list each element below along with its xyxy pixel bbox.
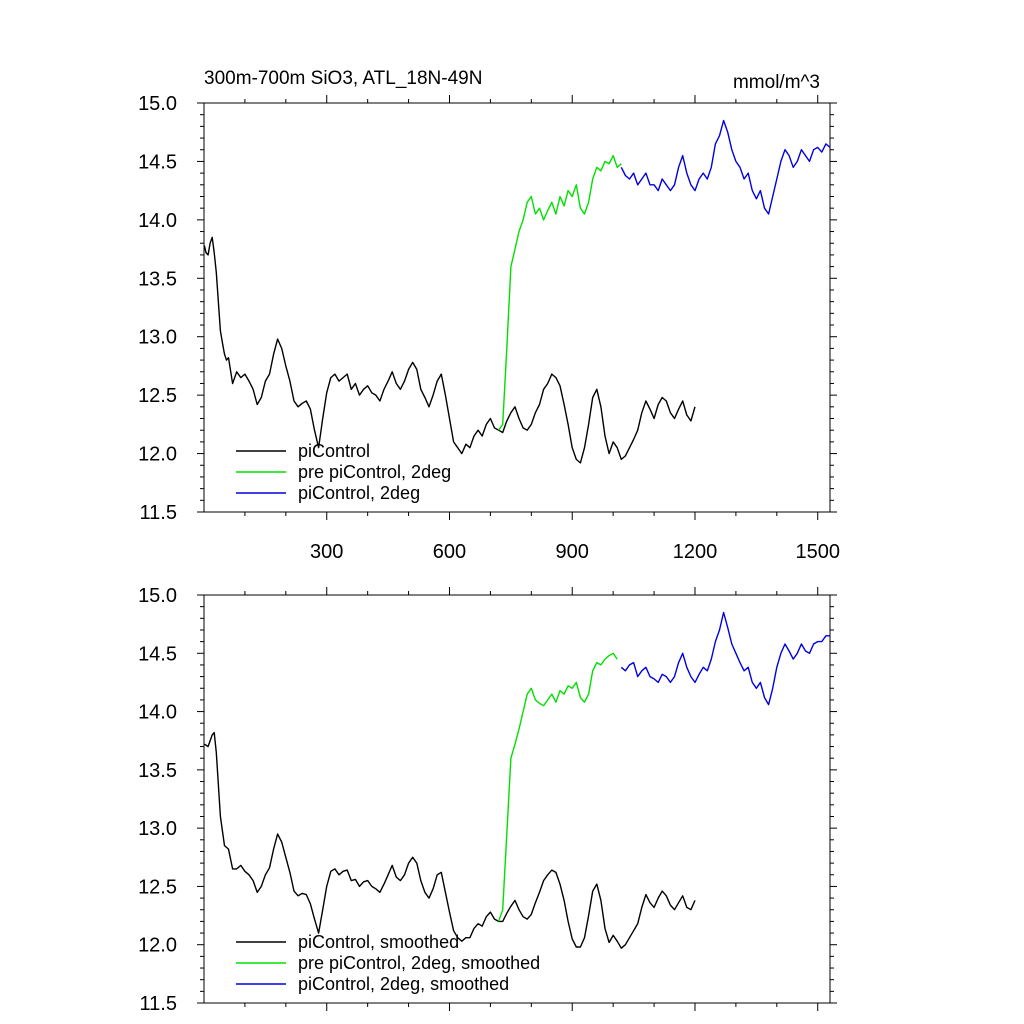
bottom-legend-label: piControl, 2deg, smoothed [298, 974, 509, 994]
top-plot-panel: 11.5 12.0 12.5 13.0 13.5 14.0 14.5 15.0 300 600 90… [138, 93, 840, 563]
top-plot-frame [203, 102, 831, 513]
top-x-tick-label: 600 [433, 541, 466, 563]
bottom-y-tick-label: 15.0 [138, 585, 177, 607]
top-y-tick-label: 11.5 [140, 502, 177, 524]
top-y-tick-label: 15.0 [138, 93, 177, 115]
bottom-series-line-2 [497, 652, 618, 922]
bottom-y-tick-label: 14.5 [138, 643, 177, 665]
top-series-line-3 [620, 119, 831, 215]
bottom-series-line-1 [204, 731, 696, 949]
bottom-y-tick-label: 12.0 [138, 935, 177, 957]
top-series-line-1 [203, 236, 696, 464]
bottom-plot-panel: 11.5 12.0 12.5 13.0 13.5 14.0 14.5 15.0 piContro… [138, 585, 837, 1015]
top-y-tick-label: 14.0 [138, 210, 177, 232]
bottom-y-tick-label: 14.0 [138, 702, 177, 724]
top-x-tick-label: 900 [556, 541, 589, 563]
top-x-tick-label: 1200 [673, 541, 718, 563]
bottom-series-line-3 [620, 611, 830, 706]
units-label: mmol/m^3 [733, 72, 820, 93]
top-legend-label: piControl [298, 441, 370, 461]
top-y-tick-label: 12.0 [138, 444, 177, 466]
top-y-tick-label: 13.0 [138, 327, 177, 349]
top-y-tick-label: 12.5 [138, 385, 177, 407]
bottom-legend-label: piControl, smoothed [298, 932, 459, 952]
bottom-y-tick-label: 12.5 [138, 876, 177, 898]
top-y-tick-label: 14.5 [138, 151, 177, 173]
top-legend-label: pre piControl, 2deg [298, 462, 451, 482]
bottom-legend-label: pre piControl, 2deg, smoothed [298, 953, 540, 973]
top-series-line-2 [498, 154, 622, 431]
bottom-y-tick-label: 13.5 [138, 760, 177, 782]
chart-title: 300m-700m SiO3, ATL_18N-49N [204, 68, 482, 89]
top-x-tick-label: 1500 [795, 541, 840, 563]
bottom-plot-frame [203, 594, 831, 1004]
top-y-tick-label: 13.5 [138, 268, 177, 290]
top-legend-label: piControl, 2deg [298, 483, 420, 503]
top-x-tick-label: 300 [310, 541, 343, 563]
bottom-y-tick-label: 11.5 [140, 993, 177, 1015]
bottom-y-tick-label: 13.0 [138, 818, 177, 840]
